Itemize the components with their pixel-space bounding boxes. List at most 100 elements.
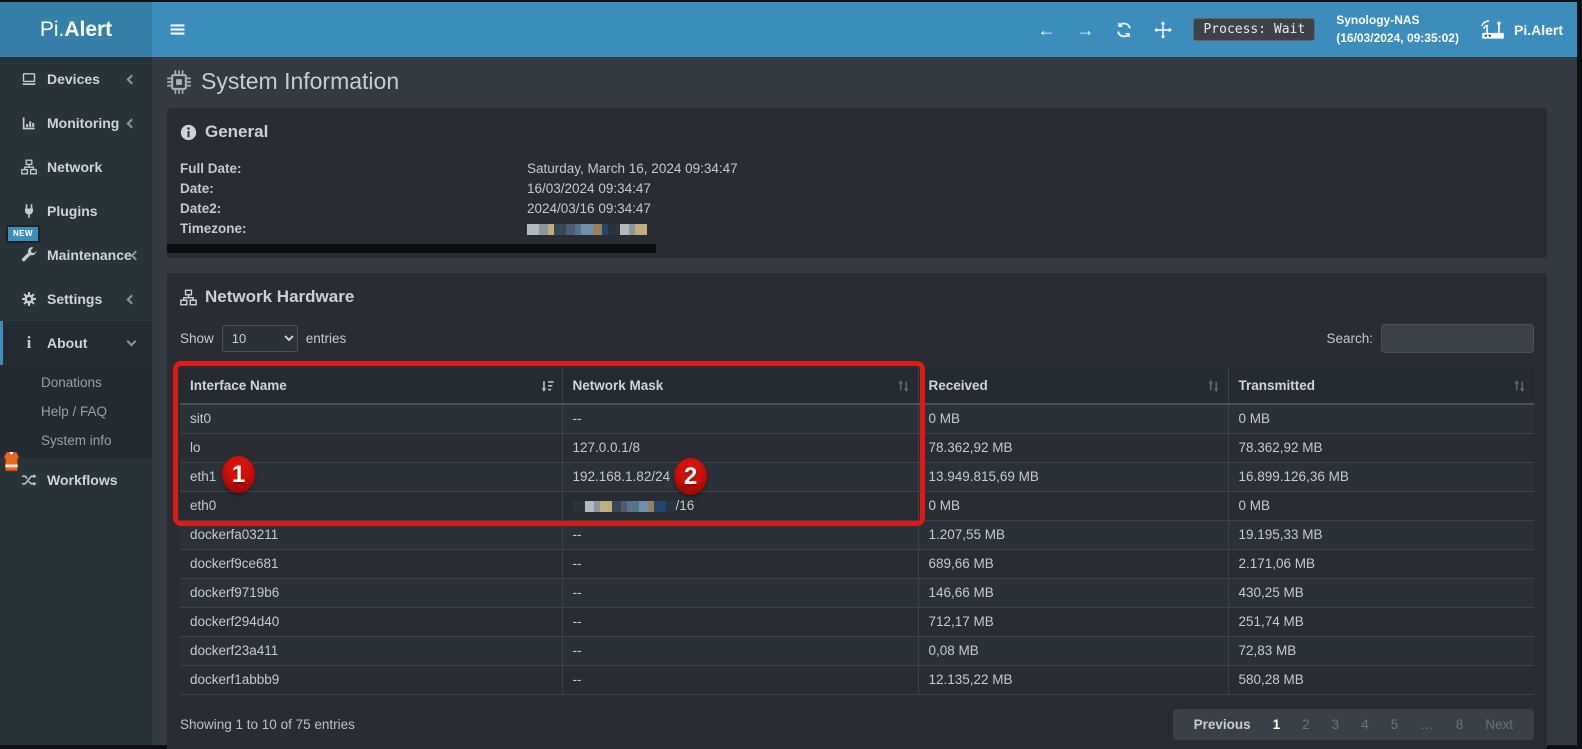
page-button-2[interactable]: 2: [1302, 716, 1310, 732]
sidebar-item-workflows[interactable]: Workflows: [0, 458, 152, 502]
cell-mask: --: [562, 578, 919, 608]
cell-received: 13.949.815,69 MB: [918, 462, 1229, 492]
brand-group: Pi.Alert: [1480, 19, 1563, 41]
sidebar-item-devices[interactable]: Devices: [0, 57, 152, 101]
cell-transmitted: 0 MB: [1228, 491, 1534, 521]
general-row-value: 2024/03/16 09:34:47: [527, 201, 651, 216]
page-button-3[interactable]: 3: [1331, 716, 1340, 732]
column-header-interface-name[interactable]: Interface Name: [180, 368, 563, 405]
app-logo[interactable]: Pi. Alert: [0, 2, 152, 57]
show-label: Show: [180, 331, 214, 346]
sidebar-menu: Devices Monitoring Network Plugins Maintenan…: [0, 57, 152, 502]
general-row-label: Full Date:: [180, 161, 242, 176]
search-control: Search:: [1326, 324, 1534, 353]
chevron-left-icon: [126, 118, 137, 128]
cell-transmitted: 19.195,33 MB: [1228, 520, 1534, 550]
general-row-label: Date2:: [180, 201, 222, 216]
cell-interface: eth0: [180, 491, 563, 521]
chevron-left-icon: [126, 294, 137, 304]
sidebar-item-monitoring[interactable]: Monitoring: [0, 101, 152, 145]
sidebar-item-settings[interactable]: Settings: [0, 277, 152, 321]
move-icon[interactable]: [1154, 21, 1172, 39]
cell-mask: 192.168.1.82/24: [562, 462, 919, 492]
cell-transmitted: 0 MB: [1228, 404, 1534, 434]
page-button-ellipsis[interactable]: …: [1420, 716, 1434, 732]
sidebar-item-network[interactable]: Network: [0, 145, 152, 189]
table-header-row: Interface Name Network Mask Received Transm…: [180, 368, 1534, 405]
sidebar-item-label: Plugins: [47, 203, 98, 219]
sidebar-subitem-system-info[interactable]: System info: [41, 433, 112, 448]
cell-mask: --: [562, 549, 919, 579]
page-button-next[interactable]: Next: [1485, 716, 1513, 732]
table-controls: Show 10 entries Search:: [180, 324, 1534, 353]
general-title-label: General: [205, 122, 269, 141]
sidebar-subitem-help-faq[interactable]: Help / FAQ: [41, 404, 108, 419]
info-circle-icon: [180, 124, 197, 141]
sidebar-item-label: Monitoring: [47, 115, 120, 131]
cell-transmitted: 16.899.126,36 MB: [1228, 462, 1534, 492]
sidebar-subitem-donations[interactable]: Donations: [41, 375, 102, 390]
cell-interface: dockerf23a411: [180, 636, 563, 666]
bars-icon: [169, 21, 186, 38]
entries-control: Show 10 entries: [180, 325, 346, 352]
cell-received: 0 MB: [918, 404, 1229, 434]
cell-mask: --: [562, 636, 919, 666]
sidebar-item-label: About: [47, 335, 88, 351]
page-button-4[interactable]: 4: [1361, 716, 1369, 732]
refresh-icon[interactable]: [1115, 21, 1133, 39]
process-status-badge: Process: Wait: [1193, 18, 1316, 41]
back-arrow-icon[interactable]: ←: [1037, 19, 1056, 40]
cell-mask: --: [562, 404, 919, 434]
sidebar-item-about[interactable]: i About: [0, 321, 152, 365]
page-button-1[interactable]: 1: [1272, 716, 1281, 732]
network-hardware-table: Interface Name Network Mask Received Transm…: [180, 368, 1534, 695]
column-header-received[interactable]: Received: [918, 368, 1229, 405]
column-header-transmitted[interactable]: Transmitted: [1228, 368, 1534, 405]
cell-mask-suffix: /16: [675, 498, 695, 513]
gear-icon: [21, 291, 37, 307]
forward-arrow-icon[interactable]: →: [1076, 19, 1095, 40]
sidebar-item-maintenance[interactable]: Maintenance NEW: [0, 225, 152, 277]
safety-vest-icon: [1, 451, 22, 472]
sidebar-item-label: Network: [47, 159, 103, 175]
redacted-pixelation: [572, 500, 675, 512]
chevron-down-icon: [126, 336, 137, 347]
navbar: ← → Process: Wait Synology-NAS (16/03/20…: [152, 2, 1577, 57]
page-button-previous[interactable]: Previous: [1193, 716, 1251, 732]
cell-transmitted: 78.362,92 MB: [1228, 433, 1534, 463]
general-row-value: Saturday, March 16, 2024 09:34:47: [527, 161, 738, 176]
cell-mask: 127.0.0.1/8: [562, 433, 919, 463]
host-info: Synology-NAS (16/03/2024, 09:35:02): [1336, 12, 1459, 47]
sort-icon: [896, 378, 911, 393]
search-input[interactable]: [1381, 324, 1534, 353]
app-logo-bold: Alert: [64, 17, 113, 41]
general-row-value: 16/03/2024 09:34:47: [527, 181, 651, 196]
column-header-network-mask[interactable]: Network Mask: [562, 368, 919, 405]
network-hardware-title-label: Network Hardware: [205, 287, 355, 306]
sidebar-toggle-button[interactable]: [152, 2, 203, 57]
info-icon: i: [26, 333, 32, 352]
page-button-8[interactable]: 8: [1455, 716, 1464, 732]
cell-received: 12.135,22 MB: [918, 665, 1229, 695]
cell-transmitted: 72,83 MB: [1228, 636, 1534, 666]
entries-select[interactable]: 10: [221, 325, 298, 352]
table-row: dockerf23a411 -- 0,08 MB 72,83 MB: [180, 636, 1534, 666]
sidebar-item-label: Maintenance: [47, 247, 132, 263]
sidebar-item-plugins[interactable]: Plugins: [0, 189, 152, 233]
brand-label: Pi.Alert: [1513, 21, 1563, 38]
page-header: System Information: [167, 68, 1547, 95]
page-button-5[interactable]: 5: [1390, 716, 1399, 732]
table-wrapper: Interface Name Network Mask Received Transm…: [173, 361, 1534, 695]
network-hardware-title: Network Hardware: [180, 287, 1534, 307]
chart-icon: [21, 115, 37, 131]
column-header-label: Interface Name: [190, 378, 287, 393]
cell-received: 78.362,92 MB: [918, 433, 1229, 463]
cell-interface: dockerf1abbb9: [180, 665, 563, 695]
network-hardware-panel: Network Hardware Show 10 entries Search:…: [167, 273, 1547, 749]
redacted-pixelation: [527, 223, 647, 235]
general-panel-title: General: [180, 122, 1534, 142]
cell-mask: --: [562, 520, 919, 550]
cell-mask: /16: [562, 491, 919, 521]
general-row: Full Date: Saturday, March 16, 2024 09:34…: [180, 159, 1534, 179]
page-title: System Information: [201, 68, 400, 94]
